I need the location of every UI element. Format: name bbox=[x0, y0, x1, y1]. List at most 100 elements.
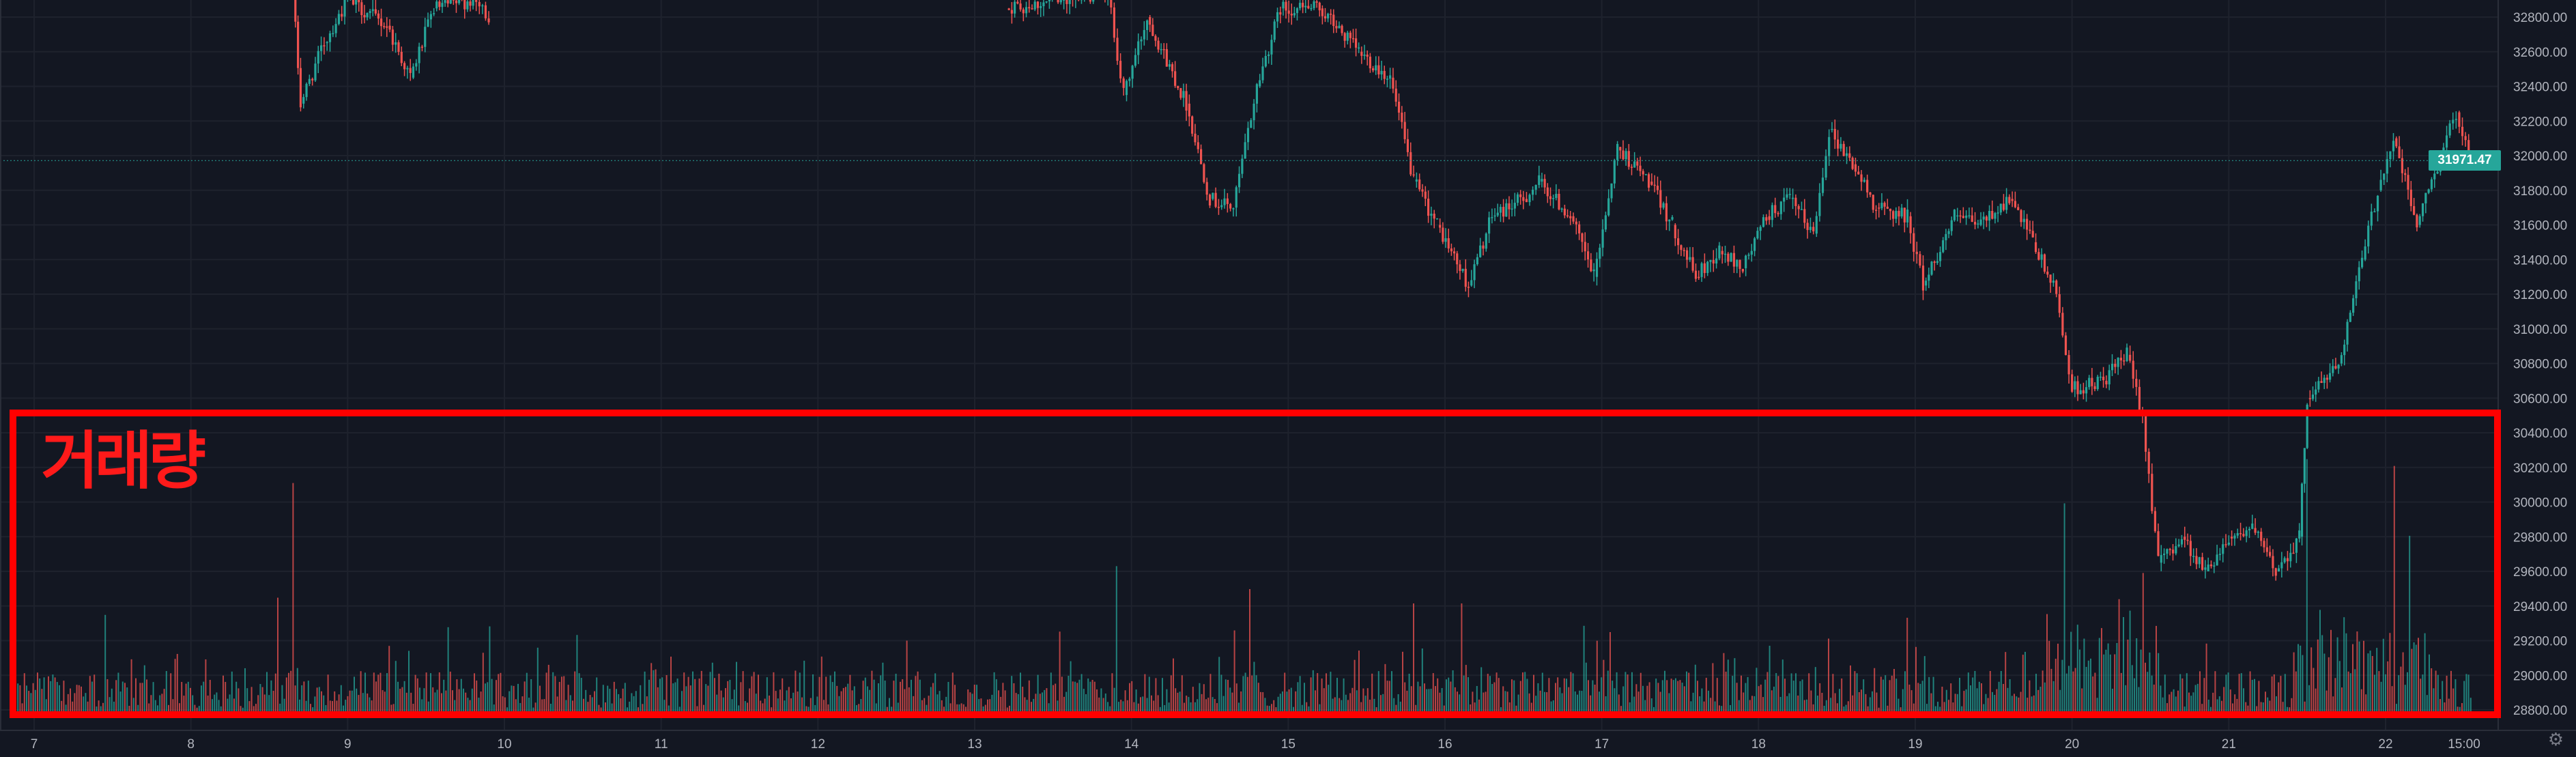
volume-bar bbox=[747, 702, 748, 718]
volume-bar bbox=[655, 669, 657, 718]
volume-bar bbox=[434, 692, 436, 718]
volume-bar bbox=[2074, 668, 2076, 718]
volume-bar bbox=[790, 698, 792, 718]
candle-body bbox=[1973, 221, 1977, 225]
volume-bar bbox=[1299, 676, 1301, 718]
volume-bar bbox=[1091, 680, 1093, 718]
candle-body bbox=[2254, 528, 2257, 533]
candle-body bbox=[2026, 218, 2029, 230]
volume-bar bbox=[2125, 685, 2127, 718]
volume-bar bbox=[74, 693, 76, 718]
volume-bar bbox=[146, 679, 147, 718]
candle-body bbox=[484, 5, 487, 18]
time-axis[interactable]: 7 8 9 10 11 12 13 14 15 16 17 18 19 20 21 22 15:00 bbox=[31, 737, 2480, 752]
volume-bar bbox=[1511, 679, 1513, 718]
volume-bar bbox=[1642, 685, 1644, 718]
candle-body bbox=[1968, 215, 1971, 217]
volume-bar bbox=[1072, 681, 1074, 718]
volume-bar bbox=[443, 679, 445, 718]
volume-bar bbox=[279, 703, 281, 718]
volume-bar bbox=[2358, 641, 2360, 718]
candle-body bbox=[1285, 1, 1287, 11]
volume-bar bbox=[2376, 648, 2378, 718]
volume-bar bbox=[635, 691, 637, 718]
volume-bar bbox=[939, 691, 941, 718]
volume-bar bbox=[2212, 692, 2214, 718]
candle-body bbox=[1253, 103, 1255, 121]
candle-body bbox=[1786, 194, 1788, 198]
volume-bar bbox=[2042, 670, 2044, 718]
volume-bar bbox=[769, 696, 770, 718]
volume-bar bbox=[640, 685, 642, 718]
candle-body bbox=[1857, 171, 1860, 175]
candle-body bbox=[2263, 541, 2265, 547]
candle-body bbox=[2096, 376, 2099, 390]
candle-body bbox=[1869, 192, 1872, 195]
candle-body bbox=[1794, 197, 1797, 206]
volume-bar bbox=[1020, 672, 1021, 718]
volume-bar bbox=[2203, 678, 2205, 718]
volume-bar bbox=[1941, 686, 1943, 718]
volume-bar bbox=[1306, 702, 1308, 718]
candle-body bbox=[1671, 217, 1674, 220]
volume-bar bbox=[360, 671, 362, 718]
volume-bar bbox=[1181, 675, 1183, 718]
candle-body bbox=[1401, 113, 1403, 122]
candle-body bbox=[2184, 537, 2186, 540]
volume-bar bbox=[207, 696, 209, 718]
volume-bar bbox=[1734, 658, 1736, 718]
volume-bar bbox=[620, 698, 622, 718]
volume-bar bbox=[1506, 691, 1508, 718]
volume-bar bbox=[1708, 690, 1709, 718]
volume-bar bbox=[1042, 692, 1043, 718]
volume-bar bbox=[1806, 699, 1807, 718]
volume-bar bbox=[216, 692, 218, 718]
volume-bar bbox=[1207, 698, 1210, 718]
volume-bar bbox=[670, 656, 672, 718]
volume-bar bbox=[1570, 672, 1572, 718]
price-axis[interactable]: 32800.0032600.0032400.0032200.0032000.00… bbox=[2513, 11, 2567, 718]
volume-bar bbox=[2448, 698, 2450, 718]
volume-bar bbox=[2171, 691, 2173, 718]
volume-bar bbox=[235, 681, 238, 718]
candle-body bbox=[1244, 142, 1246, 159]
volume-bar bbox=[52, 674, 54, 718]
candle-body bbox=[1685, 250, 1689, 260]
volume-bar bbox=[810, 698, 812, 718]
volume-bar bbox=[760, 700, 762, 718]
candle-body bbox=[1268, 54, 1270, 57]
volume-bar bbox=[694, 679, 696, 718]
volume-bar bbox=[1421, 648, 1423, 718]
candle-body bbox=[1683, 250, 1685, 251]
volume-bar bbox=[602, 685, 604, 718]
volume-bar bbox=[1295, 691, 1297, 718]
volume-bar bbox=[1725, 671, 1727, 718]
volume-bar bbox=[375, 681, 377, 718]
volume-bar bbox=[2052, 681, 2055, 718]
volume-bar bbox=[277, 597, 278, 718]
volume-bar bbox=[1382, 694, 1384, 718]
volume-bar bbox=[825, 676, 827, 718]
volume-bar bbox=[1428, 689, 1430, 718]
candle-body bbox=[2464, 136, 2467, 141]
volume-bar bbox=[1063, 696, 1065, 718]
candle-body bbox=[418, 46, 420, 63]
volume-bar bbox=[882, 662, 884, 718]
volume-bar bbox=[860, 699, 862, 718]
volume-bar bbox=[1976, 688, 1978, 718]
volume-bar bbox=[1921, 681, 1923, 718]
candle-body bbox=[1982, 216, 1985, 220]
candle-body bbox=[1575, 221, 1577, 225]
candle-body bbox=[388, 25, 391, 30]
volume-bar bbox=[201, 685, 202, 718]
candle-body bbox=[2300, 483, 2304, 537]
volume-bar bbox=[1391, 671, 1392, 718]
volume-bar bbox=[386, 673, 388, 718]
volume-bar bbox=[1633, 696, 1635, 718]
candle-body bbox=[1604, 215, 1607, 230]
gear-icon[interactable]: ⚙ bbox=[2547, 730, 2564, 750]
price-axis-label: 32600.00 bbox=[2513, 46, 2567, 60]
volume-bar bbox=[1424, 683, 1425, 718]
